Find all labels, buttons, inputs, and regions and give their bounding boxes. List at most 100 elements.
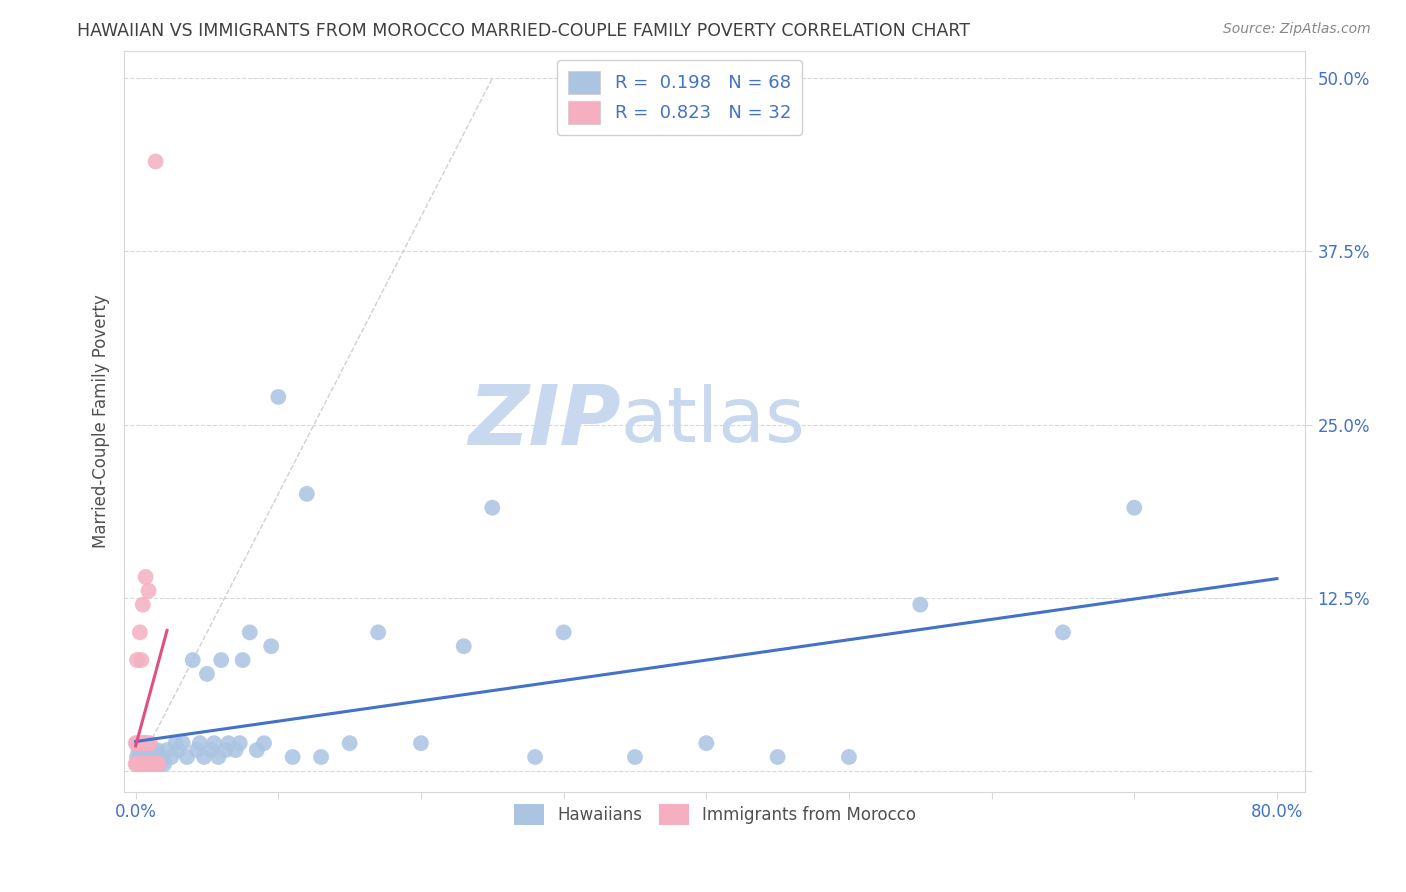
Point — [232, 653, 254, 667]
Point — [142, 743, 165, 757]
Point — [132, 736, 155, 750]
Point — [145, 756, 167, 771]
Point — [139, 736, 162, 750]
Point — [125, 750, 148, 764]
Point — [132, 743, 155, 757]
Text: Source: ZipAtlas.com: Source: ZipAtlas.com — [1223, 22, 1371, 37]
Point — [135, 756, 157, 771]
Point — [176, 750, 198, 764]
Y-axis label: Married-Couple Family Poverty: Married-Couple Family Poverty — [93, 294, 110, 548]
Point — [181, 653, 204, 667]
Legend: Hawaiians, Immigrants from Morocco: Hawaiians, Immigrants from Morocco — [508, 797, 922, 831]
Point — [135, 570, 157, 584]
Point — [229, 736, 252, 750]
Point — [146, 756, 169, 771]
Point — [148, 756, 170, 771]
Point — [217, 736, 239, 750]
Point — [149, 756, 172, 771]
Point — [186, 743, 208, 757]
Text: atlas: atlas — [620, 384, 806, 458]
Point — [524, 750, 547, 764]
Point — [172, 736, 194, 750]
Point — [124, 736, 146, 750]
Point — [695, 736, 717, 750]
Point — [135, 736, 157, 750]
Point — [131, 736, 153, 750]
Point — [132, 598, 155, 612]
Point — [134, 756, 156, 771]
Point — [125, 756, 148, 771]
Point — [239, 625, 262, 640]
Point — [553, 625, 575, 640]
Point — [129, 625, 152, 640]
Point — [193, 750, 215, 764]
Point — [129, 736, 152, 750]
Text: ZIP: ZIP — [468, 381, 620, 462]
Point — [141, 756, 163, 771]
Point — [141, 756, 163, 771]
Point — [142, 756, 165, 771]
Point — [134, 756, 156, 771]
Point — [125, 756, 148, 771]
Point — [409, 736, 432, 750]
Point — [160, 750, 183, 764]
Point — [131, 750, 153, 764]
Point — [134, 750, 156, 764]
Point — [910, 598, 932, 612]
Point — [165, 736, 187, 750]
Point — [1123, 500, 1146, 515]
Point — [339, 736, 361, 750]
Point — [295, 487, 318, 501]
Point — [127, 743, 149, 757]
Point — [1052, 625, 1074, 640]
Text: HAWAIIAN VS IMMIGRANTS FROM MOROCCO MARRIED-COUPLE FAMILY POVERTY CORRELATION CH: HAWAIIAN VS IMMIGRANTS FROM MOROCCO MARR… — [77, 22, 970, 40]
Point — [127, 756, 149, 771]
Point — [138, 583, 160, 598]
Point — [134, 736, 156, 750]
Point — [131, 756, 153, 771]
Point — [129, 756, 152, 771]
Point — [139, 750, 162, 764]
Point — [136, 756, 159, 771]
Point — [132, 756, 155, 771]
Point — [202, 736, 225, 750]
Point — [246, 743, 269, 757]
Point — [145, 154, 167, 169]
Point — [138, 756, 160, 771]
Point — [138, 756, 160, 771]
Point — [481, 500, 503, 515]
Point — [131, 653, 153, 667]
Point — [153, 756, 176, 771]
Point — [207, 750, 229, 764]
Point — [167, 743, 190, 757]
Point — [367, 625, 389, 640]
Point — [143, 750, 166, 764]
Point — [131, 756, 153, 771]
Point — [281, 750, 304, 764]
Point — [267, 390, 290, 404]
Point — [624, 750, 647, 764]
Point — [139, 756, 162, 771]
Point — [125, 653, 148, 667]
Point — [135, 756, 157, 771]
Point — [127, 756, 149, 771]
Point — [453, 639, 475, 653]
Point — [136, 750, 159, 764]
Point — [124, 756, 146, 771]
Point — [136, 736, 159, 750]
Point — [129, 756, 152, 771]
Point — [766, 750, 789, 764]
Point — [224, 743, 246, 757]
Point — [214, 743, 236, 757]
Point — [195, 667, 218, 681]
Point — [156, 743, 179, 757]
Point — [150, 750, 173, 764]
Point — [125, 736, 148, 750]
Point — [188, 736, 211, 750]
Point — [253, 736, 276, 750]
Point — [309, 750, 332, 764]
Point — [260, 639, 283, 653]
Point — [148, 750, 170, 764]
Point — [132, 756, 155, 771]
Point — [146, 743, 169, 757]
